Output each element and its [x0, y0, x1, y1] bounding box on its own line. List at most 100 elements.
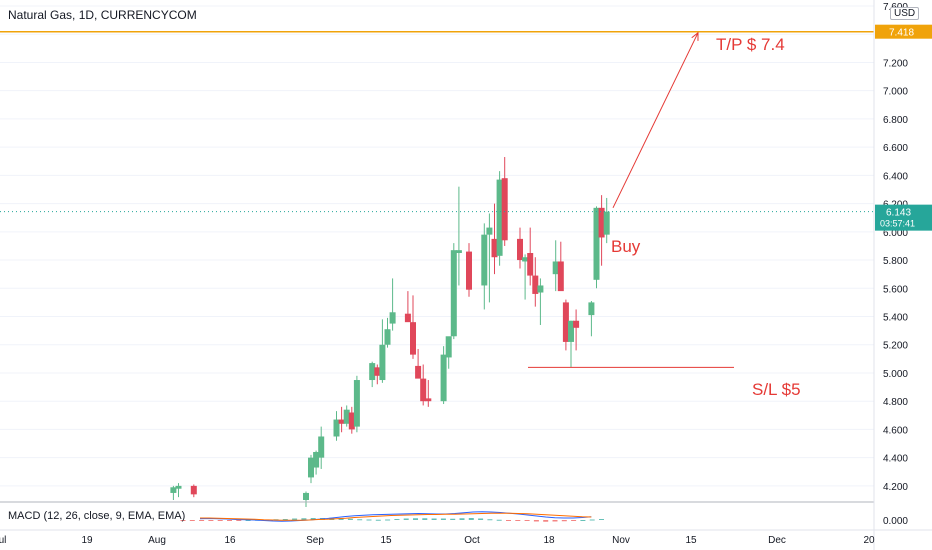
- candle-body[interactable]: [466, 251, 472, 290]
- candle-body[interactable]: [455, 250, 462, 253]
- x-tick-label: 15: [685, 535, 697, 546]
- x-tick-label: Aug: [148, 535, 166, 546]
- macd-histogram-bar: [478, 518, 484, 520]
- macd-histogram-bar: [580, 520, 586, 521]
- macd-histogram-bar: [338, 518, 344, 520]
- y-tick-label: 5.000: [883, 369, 908, 380]
- macd-histogram-bar: [450, 518, 456, 520]
- stop-loss-annotation[interactable]: S/L $5: [752, 380, 801, 399]
- candle-body[interactable]: [568, 320, 574, 342]
- macd-zero-label: 0.000: [883, 516, 908, 527]
- candle-body[interactable]: [404, 313, 411, 323]
- candle-body[interactable]: [343, 409, 350, 424]
- macd-histogram-bar: [599, 519, 604, 520]
- candle-body[interactable]: [598, 207, 605, 238]
- candle-body[interactable]: [384, 329, 391, 345]
- macd-histogram-bar: [440, 518, 446, 520]
- target-arrow[interactable]: [612, 32, 699, 209]
- candle-body[interactable]: [389, 312, 396, 324]
- x-tick-label: Jul: [0, 535, 6, 546]
- candle-body[interactable]: [333, 419, 340, 437]
- macd-histogram-bar: [199, 520, 205, 521]
- macd-line[interactable]: [199, 511, 592, 522]
- x-tick-label: Nov: [612, 535, 630, 546]
- y-tick-label: 4.800: [883, 397, 908, 408]
- macd-histogram-bar: [208, 520, 214, 521]
- macd-histogram-bar: [422, 518, 428, 520]
- macd-histogram-bar: [236, 520, 242, 521]
- macd-histogram-bar: [357, 519, 363, 521]
- macd-indicator-label[interactable]: MACD (12, 26, close, 9, EMA, EMA): [8, 510, 186, 522]
- candle-body[interactable]: [440, 354, 447, 402]
- candle-body[interactable]: [593, 207, 600, 280]
- candle-body[interactable]: [588, 302, 595, 316]
- candle-body[interactable]: [379, 344, 386, 381]
- candle-body[interactable]: [369, 363, 376, 381]
- candle-body[interactable]: [532, 275, 539, 294]
- y-tick-label: 7.000: [883, 87, 908, 98]
- candle-body[interactable]: [190, 485, 197, 495]
- x-tick-label: 19: [81, 535, 93, 546]
- price-axis[interactable]: [874, 0, 932, 550]
- candle-body[interactable]: [303, 492, 309, 500]
- y-tick-label: 6.600: [883, 143, 908, 154]
- candle-body[interactable]: [573, 320, 580, 328]
- candle-body[interactable]: [481, 234, 488, 286]
- macd-histogram-bar: [301, 518, 307, 520]
- candle-body[interactable]: [562, 302, 569, 342]
- macd-histogram-bar: [245, 520, 251, 521]
- macd-histogram-bar: [292, 518, 298, 520]
- candle-body[interactable]: [374, 367, 381, 376]
- candle-body[interactable]: [450, 250, 457, 337]
- y-tick-label: 5.200: [883, 341, 908, 352]
- target-arrow-head: [691, 31, 699, 41]
- candle-body[interactable]: [491, 238, 498, 258]
- tp-price-tag[interactable]: [875, 24, 932, 39]
- candle-body[interactable]: [552, 261, 559, 275]
- macd-histogram-bar: [561, 520, 567, 522]
- macd-histogram-bar: [347, 518, 353, 520]
- candle-body[interactable]: [175, 485, 182, 489]
- take-profit-annotation[interactable]: T/P $ 7.4: [716, 35, 785, 54]
- candle-body[interactable]: [603, 211, 610, 235]
- candle-body[interactable]: [420, 378, 427, 402]
- candle-body[interactable]: [486, 227, 493, 235]
- y-tick-label: 6.400: [883, 171, 908, 182]
- candle-body[interactable]: [425, 398, 432, 402]
- candle-body[interactable]: [313, 452, 320, 468]
- macd-signal-line[interactable]: [200, 512, 592, 521]
- macd-histogram-bar: [227, 520, 232, 521]
- buy-annotation[interactable]: Buy: [611, 237, 641, 256]
- macd-histogram-bar: [533, 520, 539, 522]
- candle-body[interactable]: [318, 436, 325, 458]
- macd-histogram-bar: [543, 520, 549, 522]
- candle-body[interactable]: [445, 336, 452, 358]
- candle-body[interactable]: [496, 179, 503, 256]
- macd-histogram-bar: [375, 519, 381, 521]
- macd-histogram-bar: [571, 520, 577, 521]
- candle-body[interactable]: [415, 365, 422, 379]
- macd-histogram-bar: [413, 518, 418, 520]
- candle-body[interactable]: [522, 257, 529, 262]
- candle-body[interactable]: [348, 412, 355, 430]
- candle-body[interactable]: [410, 322, 416, 355]
- currency-label[interactable]: USD: [890, 7, 920, 20]
- candle-body[interactable]: [527, 253, 534, 276]
- macd-histogram-bar: [459, 518, 465, 520]
- candle-body[interactable]: [517, 238, 523, 261]
- candle-body[interactable]: [353, 380, 360, 427]
- candle-body[interactable]: [537, 285, 544, 293]
- macd-histogram-bar: [496, 519, 502, 521]
- macd-histogram-bar: [552, 520, 558, 522]
- candle-body[interactable]: [557, 261, 564, 292]
- last-price-tag[interactable]: [875, 204, 932, 231]
- x-tick-label: Dec: [768, 535, 786, 546]
- x-tick-label: 18: [543, 535, 555, 546]
- candle-body[interactable]: [338, 419, 345, 424]
- candle-body[interactable]: [308, 457, 314, 478]
- candle-body[interactable]: [501, 178, 508, 241]
- y-tick-label: 5.600: [883, 284, 908, 295]
- candle-body[interactable]: [170, 487, 177, 493]
- countdown-label: 03:57:41: [880, 219, 915, 229]
